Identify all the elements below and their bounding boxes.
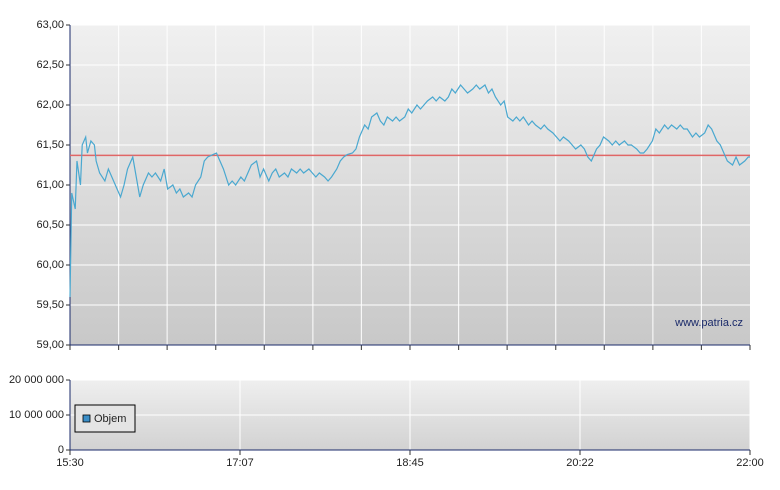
price-line xyxy=(69,84,750,298)
legend: Objem xyxy=(74,404,136,433)
legend-label: Objem xyxy=(94,413,126,425)
y-tick-label: 60,50 xyxy=(36,219,64,231)
watermark: www.patria.cz xyxy=(674,317,743,329)
x-tick-label: 18:45 xyxy=(396,457,424,469)
y-tick-label: 61,50 xyxy=(36,139,64,151)
y-tick-label: 59,00 xyxy=(36,339,64,351)
legend-swatch xyxy=(82,414,91,423)
y-tick-label: 61,00 xyxy=(36,179,64,191)
x-tick-label: 17:07 xyxy=(226,457,254,469)
x-tick-label: 22:00 xyxy=(736,457,764,469)
y-tick-label: 20 000 000 xyxy=(9,374,64,386)
y-tick-label: 62,50 xyxy=(36,59,64,71)
x-tick-label: 15:30 xyxy=(56,457,84,469)
y-tick-label: 10 000 000 xyxy=(9,409,64,421)
y-tick-label: 60,00 xyxy=(36,259,64,271)
y-tick-label: 63,00 xyxy=(36,19,64,31)
x-tick-label: 20:22 xyxy=(566,457,594,469)
y-tick-label: 0 xyxy=(58,444,64,456)
y-tick-label: 59,50 xyxy=(36,299,64,311)
y-tick-label: 62,00 xyxy=(36,99,64,111)
